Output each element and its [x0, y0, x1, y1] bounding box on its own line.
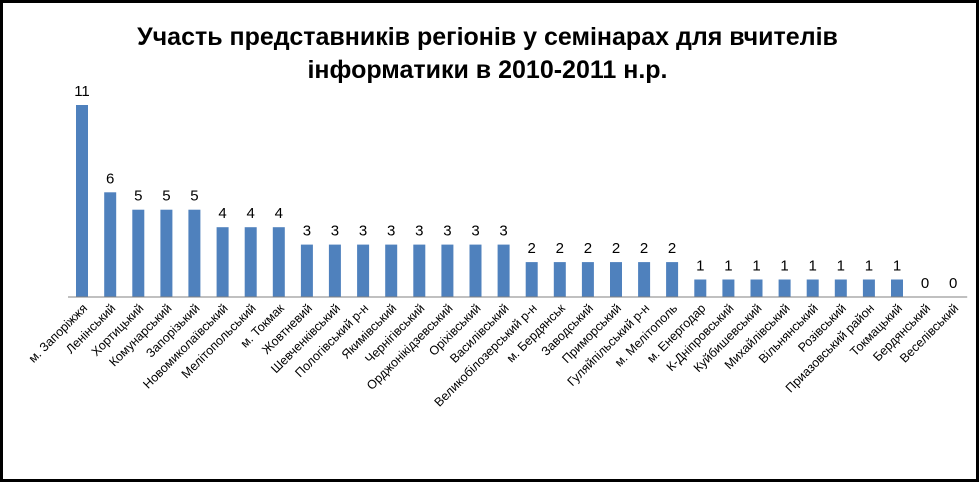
bar — [862, 279, 875, 297]
bar — [722, 279, 735, 297]
bar-value-label: 3 — [415, 223, 423, 240]
bar — [666, 262, 679, 297]
bar — [413, 244, 426, 297]
bar-value-label: 11 — [74, 83, 90, 100]
bar — [834, 279, 847, 297]
bar-value-label: 1 — [696, 258, 704, 275]
bar-value-label: 4 — [218, 205, 226, 222]
bar — [188, 209, 201, 297]
bar — [104, 192, 117, 297]
bar — [525, 262, 538, 297]
bar-value-label: 1 — [724, 258, 732, 275]
bar-value-label: 3 — [443, 223, 451, 240]
chart-title-line-2: інформатики в 2010-2011 н.р. — [307, 56, 668, 84]
bar-value-label: 2 — [556, 240, 564, 257]
bar-value-label: 4 — [275, 205, 283, 222]
bar-value-label: 1 — [780, 258, 788, 275]
bar-value-label: 3 — [471, 223, 479, 240]
bar — [132, 209, 145, 297]
bar-value-label: 3 — [499, 223, 507, 240]
bar — [76, 105, 88, 297]
bar-value-label: 2 — [612, 240, 620, 257]
bar — [694, 279, 707, 297]
bar-value-label: 5 — [162, 188, 170, 205]
bar — [216, 227, 229, 297]
bar — [469, 244, 482, 297]
bar-value-label: 1 — [752, 258, 760, 275]
bar — [385, 244, 398, 297]
bar — [891, 279, 903, 297]
bar-value-label: 1 — [865, 258, 873, 275]
bar-value-label: 3 — [387, 223, 395, 240]
bar-value-label: 3 — [331, 223, 339, 240]
bar — [160, 209, 173, 297]
bar-value-label: 0 — [949, 275, 957, 292]
bar — [778, 279, 791, 297]
bar-value-label: 5 — [190, 188, 198, 205]
bar-value-label: 5 — [134, 188, 142, 205]
bar-value-label: 2 — [584, 240, 592, 257]
bar-value-label: 1 — [893, 258, 901, 275]
bar-value-label: 2 — [640, 240, 648, 257]
bar — [357, 244, 370, 297]
chart-title-line-1: Участь представників регіонів у семінара… — [137, 23, 838, 51]
bars-layer — [76, 105, 903, 297]
bar-value-label: 2 — [668, 240, 676, 257]
bar — [638, 262, 651, 297]
bar — [328, 244, 341, 297]
bar — [553, 262, 566, 297]
bar-value-label: 1 — [809, 258, 817, 275]
chart-title: Участь представників регіонів у семінара… — [1, 21, 974, 87]
bar-value-label: 3 — [303, 223, 311, 240]
bar — [750, 279, 763, 297]
bar-value-label: 3 — [359, 223, 367, 240]
bar — [300, 244, 313, 297]
bar — [497, 244, 510, 297]
bar — [581, 262, 594, 297]
bar-value-label: 4 — [247, 205, 255, 222]
bar — [244, 227, 257, 297]
bar — [806, 279, 819, 297]
bar — [441, 244, 454, 297]
bar — [610, 262, 622, 297]
category-labels-layer: м. ЗапоріжжяЛенінськийХортицькийКомунарс… — [26, 301, 962, 410]
bar — [272, 227, 285, 297]
bar-value-label: 6 — [106, 170, 114, 187]
bar-value-label: 0 — [921, 275, 929, 292]
bar-value-label: 1 — [837, 258, 845, 275]
bar-value-label: 2 — [528, 240, 536, 257]
